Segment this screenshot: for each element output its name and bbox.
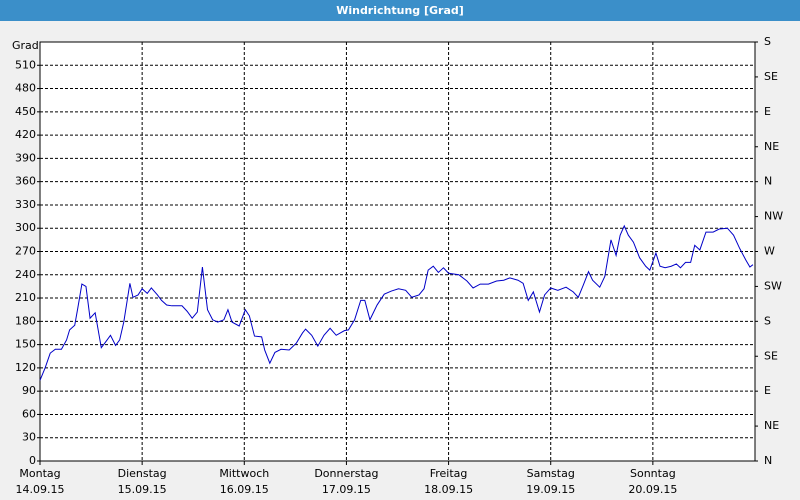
x-tick-label: Samstag [527,467,575,480]
y-tick-label: 480 [15,82,36,95]
y2-tick-label: S [764,35,771,48]
y-tick-label: 300 [15,221,36,234]
chart-title: Windrichtung [Grad] [336,4,464,17]
x-tick-date: 17.09.15 [322,483,371,496]
y-tick-label: 180 [15,314,36,327]
y2-tick-label: NE [764,419,779,432]
y2-tick-label: NW [764,210,783,223]
x-tick-date: 16.09.15 [220,483,269,496]
y-tick-label: 360 [15,175,36,188]
x-tick-label: Donnerstag [314,467,378,480]
y-tick-label: 510 [15,58,36,71]
y-tick-label: 120 [15,361,36,374]
x-tick-date: 19.09.15 [526,483,575,496]
y-tick-label: 0 [29,454,36,467]
x-tick-label: Mittwoch [219,467,269,480]
y2-tick-label: N [764,175,772,188]
title-bar [0,0,800,21]
x-tick-label: Sonntag [630,467,676,480]
y-tick-label: 270 [15,245,36,258]
x-tick-date: 18.09.15 [424,483,473,496]
y-tick-label: 450 [15,105,36,118]
y2-tick-label: SW [764,279,782,292]
y-tick-label: 150 [15,338,36,351]
y-tick-label: 330 [15,198,36,211]
y2-tick-label: W [764,245,775,258]
y-tick-label: 60 [22,407,36,420]
y-tick-label: 30 [22,431,36,444]
y-tick-label: 240 [15,268,36,281]
x-tick-label: Freitag [430,467,468,480]
x-tick-date: 20.09.15 [628,483,677,496]
y-tick-label: 390 [15,151,36,164]
y-axis-label: Grad [12,39,39,52]
y2-tick-label: NE [764,140,779,153]
y-tick-label: 210 [15,291,36,304]
data-line [39,224,754,381]
y2-tick-label: E [764,384,771,397]
y2-tick-label: S [764,314,771,327]
x-tick-date: 15.09.15 [118,483,167,496]
x-tick-date: 14.09.15 [16,483,65,496]
y-tick-label: 420 [15,128,36,141]
y2-tick-label: SE [764,349,778,362]
y-tick-label: 90 [22,384,36,397]
y2-tick-label: N [764,454,772,467]
y2-tick-label: E [764,105,771,118]
x-tick-label: Dienstag [118,467,167,480]
x-tick-label: Montag [19,467,60,480]
y2-tick-label: SE [764,70,778,83]
